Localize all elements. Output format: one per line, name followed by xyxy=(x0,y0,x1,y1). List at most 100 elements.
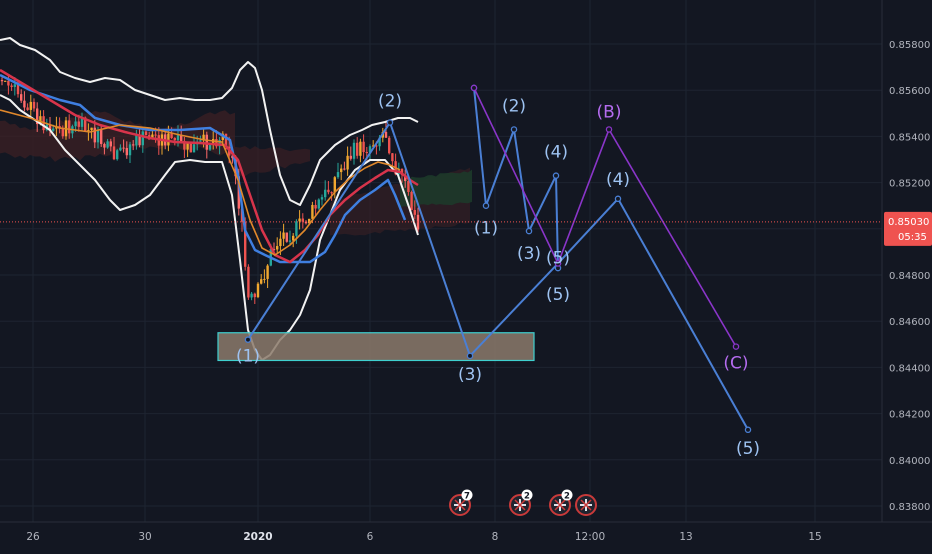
time-tick-label: 2020 xyxy=(243,531,272,543)
wave-blue-secondary-point[interactable] xyxy=(552,172,560,179)
wave-label-purple: (B) xyxy=(597,102,622,122)
candle-body xyxy=(23,100,26,108)
event-badge xyxy=(521,489,533,501)
time-tick-label: 30 xyxy=(138,531,151,543)
event-flag-icon[interactable] xyxy=(575,494,597,516)
wave-blue-secondary-point[interactable] xyxy=(525,227,533,235)
candle-body xyxy=(276,246,279,250)
elliott-waves[interactable] xyxy=(244,84,752,434)
price-tick-label: 0.85200 xyxy=(889,179,930,190)
wave-purple-point[interactable] xyxy=(605,126,613,133)
candle-body xyxy=(80,117,84,127)
candle-body xyxy=(327,189,330,193)
candle-body xyxy=(77,121,80,127)
flag-stripe xyxy=(514,499,526,511)
flag-stripe xyxy=(454,499,466,511)
event-badge xyxy=(461,489,473,501)
candle-body xyxy=(410,191,413,210)
candle-body xyxy=(144,131,148,136)
price-tick-label: 0.85600 xyxy=(889,86,930,97)
wave-purple-point[interactable] xyxy=(554,260,562,267)
time-tick-label: 26 xyxy=(26,531,40,543)
candle-body xyxy=(237,176,240,209)
candle-body xyxy=(404,175,407,182)
candle-body xyxy=(231,155,234,159)
wave-purple-point[interactable] xyxy=(470,84,478,92)
wave-purple-point[interactable] xyxy=(732,343,740,350)
candle-body xyxy=(285,232,288,242)
candle-body xyxy=(135,134,138,146)
candle-body xyxy=(29,101,32,110)
price-tick-label: 0.83800 xyxy=(889,502,930,513)
wave-label: (1) xyxy=(474,219,498,239)
candle-body xyxy=(128,144,132,156)
candle-body xyxy=(288,240,292,242)
event-badge-count: 2 xyxy=(564,492,570,502)
cloud-green-segment xyxy=(400,169,472,208)
price-tick-label: 0.84000 xyxy=(889,456,930,467)
candle-body xyxy=(304,221,308,224)
wave-label: (4) xyxy=(606,170,630,190)
event-badge xyxy=(561,489,573,501)
wave-blue-secondary[interactable] xyxy=(473,87,559,269)
flag-stripe xyxy=(580,499,592,511)
event-flag-icon[interactable]: 2 xyxy=(549,489,573,516)
candle-body xyxy=(330,192,333,194)
price-tick-label: 0.84800 xyxy=(889,271,930,282)
candle-body xyxy=(333,177,336,193)
wave-purple[interactable] xyxy=(473,87,737,348)
price-tick-label: 0.84400 xyxy=(889,363,930,374)
candle-body xyxy=(202,134,205,141)
bollinger-upper xyxy=(0,37,419,206)
candle-body xyxy=(167,133,170,146)
wave-blue-primary-point[interactable] xyxy=(614,195,622,203)
time-axis[interactable]: 26 30 2020 6 8 12:00 13 15 xyxy=(0,521,932,543)
wave-blue-primary-point[interactable] xyxy=(466,352,474,360)
current-price-tag[interactable] xyxy=(884,211,932,246)
candle-body xyxy=(170,133,173,139)
candle-body xyxy=(199,140,202,142)
candle-body xyxy=(340,168,343,173)
wave-blue-primary-point[interactable] xyxy=(386,119,394,126)
candle-body xyxy=(250,293,253,298)
wave-blue-primary-point[interactable] xyxy=(244,336,252,343)
time-tick-label: 13 xyxy=(679,531,692,543)
candle-body xyxy=(384,131,388,138)
candle-body xyxy=(32,101,36,109)
event-flag-icon[interactable]: 2 xyxy=(509,489,533,516)
wave-blue-primary-point[interactable] xyxy=(744,426,752,434)
candle-body xyxy=(96,129,100,143)
price-axis[interactable]: 0.858000.856000.854000.852000.850000.848… xyxy=(881,0,932,522)
wave-blue-secondary-point[interactable] xyxy=(482,202,490,209)
wave-blue-secondary-point[interactable] xyxy=(510,126,518,133)
candle-body xyxy=(295,221,298,236)
support-zone[interactable] xyxy=(217,332,535,362)
cloud-red-segment xyxy=(235,146,310,179)
candle-body xyxy=(352,142,356,159)
candle-body xyxy=(365,152,368,154)
candle-body xyxy=(109,141,112,147)
candle-body xyxy=(74,121,77,127)
event-flag-icon[interactable]: 7 xyxy=(449,489,473,516)
wave-label: (1) xyxy=(236,347,260,367)
candle-body xyxy=(253,293,256,298)
wave-blue-primary[interactable] xyxy=(247,121,749,431)
candle-body xyxy=(298,218,301,222)
candle-body xyxy=(208,143,212,150)
candle-body xyxy=(122,147,125,149)
candle-body xyxy=(0,80,4,82)
wave-label: (2) xyxy=(502,96,526,116)
candle-body xyxy=(68,120,71,134)
flag-stripe xyxy=(554,499,566,511)
candle-body xyxy=(13,84,16,87)
support-zone-rect[interactable] xyxy=(217,332,535,362)
candle-body xyxy=(336,172,340,178)
economic-events[interactable]: 7 2 2 xyxy=(449,489,597,516)
candle-body xyxy=(375,145,378,147)
moving-average-blue xyxy=(0,73,407,264)
candle-body xyxy=(266,265,269,279)
candle-body xyxy=(7,80,10,86)
candle-body xyxy=(388,137,391,154)
